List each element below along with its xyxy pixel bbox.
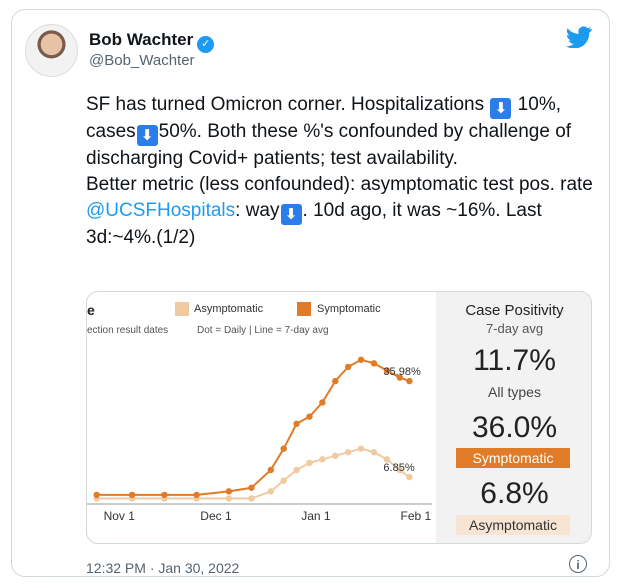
- tweet-text-part: : way: [235, 200, 280, 221]
- data-point-symptomatic: [406, 377, 413, 385]
- twitter-bird-icon[interactable]: [566, 26, 592, 48]
- chart-dot-line-note: Dot = Daily | Line = 7-day avg: [197, 325, 329, 336]
- end-value-label-asymptomatic: 6.85%: [383, 462, 414, 474]
- chart-plot: Nov 1 Dec 1 Jan 1 Feb 1 6.85% 35.98%: [87, 356, 432, 523]
- legend-label-symptomatic: Symptomatic: [317, 303, 381, 315]
- case-positivity-panel: Case Positivity 7-day avg 11.7% All type…: [436, 292, 591, 543]
- panel-title: Case Positivity: [465, 302, 564, 319]
- info-icon[interactable]: i: [569, 555, 587, 573]
- series-line-asymptomatic: [96, 447, 411, 500]
- down-arrow-emoji-icon: ⬇: [136, 125, 158, 146]
- data-point-symptomatic: [93, 491, 100, 499]
- chart-title-cut: e: [87, 302, 95, 318]
- panel-subtitle: 7-day avg: [485, 321, 544, 336]
- data-point-symptomatic: [319, 399, 326, 406]
- tweet-text-part: . 10d ago, it was ~16%. Last 3d:~4%.(1/2…: [86, 200, 542, 248]
- data-point-asymptomatic: [332, 452, 339, 459]
- data-point-symptomatic: [383, 367, 391, 374]
- symptomatic-value: 36.0%: [471, 411, 558, 444]
- timestamp[interactable]: 12:32 PM · Jan 30, 2022: [86, 560, 240, 576]
- asymptomatic-value: 6.8%: [480, 477, 549, 510]
- x-tick-label: Jan 1: [301, 509, 331, 523]
- data-point-asymptomatic: [357, 445, 365, 452]
- all-types-label: All types: [488, 384, 541, 400]
- data-point-symptomatic: [280, 445, 287, 452]
- legend-swatch-symptomatic: [297, 302, 311, 316]
- data-point-symptomatic: [225, 488, 233, 495]
- symptomatic-label: Symptomatic: [456, 448, 570, 468]
- data-point-symptomatic: [332, 377, 339, 385]
- data-point-symptomatic: [248, 484, 255, 491]
- data-point-symptomatic: [293, 420, 300, 427]
- data-point-asymptomatic: [406, 473, 413, 481]
- data-point-asymptomatic: [267, 488, 274, 495]
- tweet-text-part: SF has turned Omicron corner. Hospitaliz…: [86, 94, 490, 115]
- data-point-asymptomatic: [370, 449, 378, 456]
- data-point-symptomatic: [357, 356, 365, 363]
- data-point-asymptomatic: [248, 495, 255, 502]
- data-point-symptomatic: [128, 491, 136, 499]
- x-tick-label: Nov 1: [104, 509, 136, 523]
- asymptomatic-label: Asymptomatic: [456, 515, 570, 535]
- data-point-asymptomatic: [396, 466, 403, 474]
- author-name-text[interactable]: Bob Wachter: [89, 30, 194, 49]
- data-point-asymptomatic: [293, 466, 300, 474]
- legend-label-asymptomatic: Asymptomatic: [194, 303, 264, 315]
- all-types-value: 11.7%: [473, 344, 556, 377]
- tweet-image[interactable]: e Asymptomatic Symptomatic ection result…: [86, 291, 592, 544]
- down-arrow-emoji-icon: ⬇: [280, 204, 302, 225]
- data-point-asymptomatic: [225, 495, 233, 502]
- avatar[interactable]: [25, 24, 78, 77]
- verified-badge-icon: ✓: [197, 36, 215, 53]
- data-point-symptomatic: [267, 466, 274, 474]
- data-point-symptomatic: [306, 413, 313, 420]
- tweet-text-part: 50%. Both these %'s confounded by challe…: [86, 121, 572, 169]
- data-point-asymptomatic: [319, 456, 326, 463]
- author-handle[interactable]: @Bob_Wachter: [89, 52, 195, 69]
- end-value-label-symptomatic: 35.98%: [383, 366, 421, 378]
- data-point-symptomatic: [193, 491, 200, 499]
- data-point-symptomatic: [370, 360, 378, 367]
- tweet-text: SF has turned Omicron corner. Hospitaliz…: [86, 92, 596, 251]
- data-point-asymptomatic: [306, 459, 313, 467]
- tweet-text-part: Better metric (less confounded): asympto…: [86, 174, 593, 195]
- down-arrow-emoji-icon: ⬇: [490, 98, 512, 119]
- author-name[interactable]: Bob Wachter ✓: [89, 30, 215, 53]
- tweet-text-part: 10%, cases: [86, 94, 561, 142]
- legend-swatch-asymptomatic: [175, 302, 189, 316]
- chart-note: ection result dates: [87, 325, 169, 336]
- data-point-symptomatic: [344, 363, 352, 371]
- data-point-symptomatic: [161, 491, 168, 499]
- x-tick-label: Dec 1: [200, 509, 232, 523]
- data-point-asymptomatic: [280, 477, 287, 484]
- data-point-symptomatic: [396, 374, 403, 381]
- series-line-symptomatic: [96, 358, 410, 496]
- data-point-asymptomatic: [344, 449, 352, 456]
- data-point-asymptomatic: [383, 456, 391, 463]
- x-tick-label: Feb 1: [401, 509, 432, 523]
- mention-link[interactable]: @UCSFHospitals: [86, 200, 236, 221]
